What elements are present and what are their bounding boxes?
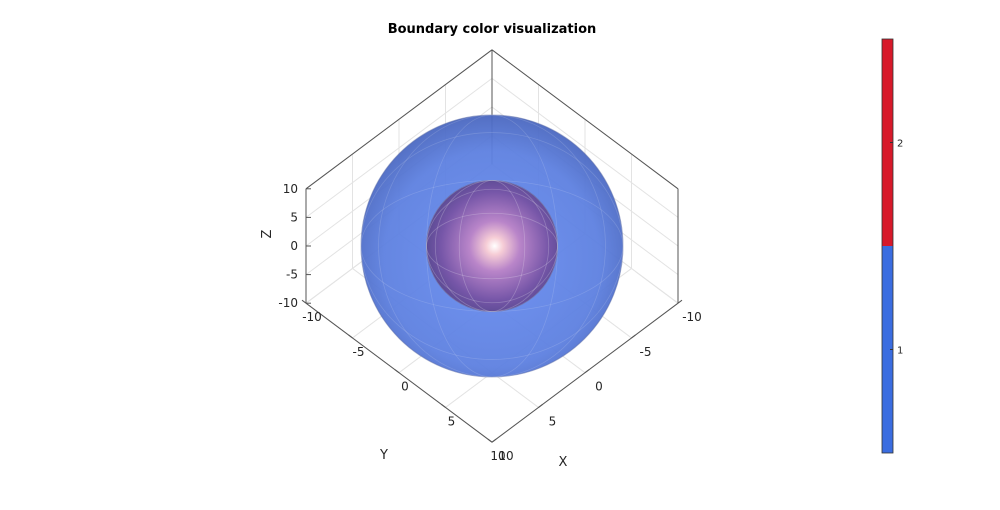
x-tick-label: 5	[448, 414, 456, 428]
y-tick-mark	[584, 369, 590, 374]
surfaces	[360, 114, 624, 378]
colorbar-segment	[882, 39, 893, 246]
facet-line	[458, 180, 526, 312]
x-tick-mark	[487, 438, 493, 443]
x-tick-label: 10	[490, 449, 505, 463]
y-tick-mark	[677, 299, 683, 304]
colorbar-segment	[882, 246, 893, 453]
grid-line	[305, 77, 493, 218]
facet-line	[426, 212, 558, 280]
z-ticks: -10 -5 0 5 10	[278, 182, 311, 310]
inner-sphere-boundary-2	[426, 180, 558, 312]
facet-line	[434, 180, 550, 312]
z-tick-label: -10	[278, 296, 298, 310]
facet-line	[360, 114, 624, 378]
facet-line	[426, 180, 558, 312]
facet-line	[426, 180, 558, 312]
grid-line	[491, 77, 679, 218]
facet-line	[458, 180, 526, 312]
facet-line	[434, 180, 550, 312]
z-tick-label: -5	[286, 268, 298, 282]
y-tick-mark	[538, 404, 543, 408]
facet-line	[426, 188, 558, 304]
colorbar-tick-label: 2	[897, 139, 903, 150]
x-tick-label: 0	[401, 380, 409, 394]
y-tick-label: 10	[498, 449, 513, 463]
y-tick-label: 5	[549, 414, 557, 428]
y-ticks: -10 -5 0 5 10	[491, 299, 702, 463]
facet-line	[378, 114, 606, 378]
y-tick-label: 0	[595, 380, 603, 394]
chart-title: Boundary color visualization	[388, 22, 597, 37]
z-tick-label: 0	[290, 239, 298, 253]
z-tick-label: 10	[283, 182, 298, 196]
z-axis-label: Z	[260, 229, 275, 238]
y-tick-mark	[631, 334, 636, 339]
inner-sphere-facets	[426, 180, 558, 312]
facet-line	[426, 212, 558, 280]
axes-3d: -10 -5 0 5 10 -10 -5 0 5 10 -10 -5 0 5 10 X Y Z	[260, 49, 702, 470]
z-tick-label: 5	[290, 210, 298, 224]
axis-edge	[491, 49, 679, 190]
x-tick-mark	[394, 369, 400, 374]
axis-edge	[305, 49, 493, 190]
y-tick-mark	[491, 438, 497, 443]
x-tick-mark	[441, 404, 446, 408]
y-tick-label: -5	[640, 345, 652, 359]
colorbar-frame	[881, 38, 894, 454]
y-axis-label: Y	[379, 448, 388, 463]
outer-sphere-facets	[360, 114, 624, 378]
x-tick-mark	[301, 299, 307, 304]
x-tick-label: -5	[353, 345, 365, 359]
x-tick-label: -10	[302, 310, 322, 324]
colorbar-tick-label: 1	[897, 346, 903, 357]
facet-line	[360, 132, 624, 360]
x-axis-label: X	[559, 455, 568, 470]
facet-line	[426, 188, 558, 304]
facet-line	[378, 114, 606, 378]
facet-line	[360, 114, 624, 378]
facet-line	[360, 132, 624, 360]
colorbar: 12	[881, 38, 903, 454]
x-ticks: -10 -5 0 5 10	[301, 299, 506, 463]
x-tick-mark	[348, 334, 353, 339]
y-tick-label: -10	[682, 310, 702, 324]
